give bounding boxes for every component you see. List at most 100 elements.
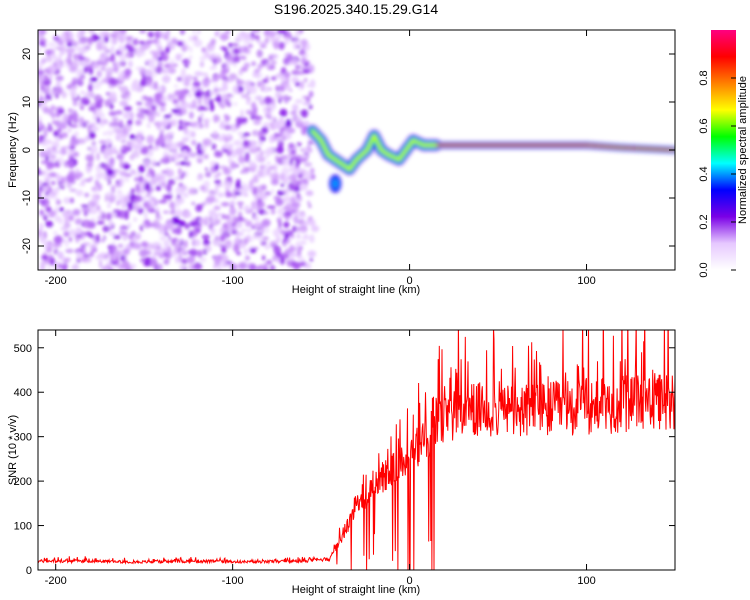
noise-speckle [119, 100, 128, 107]
noise-speckle [80, 90, 85, 95]
noise-speckle [231, 229, 238, 235]
noise-speckle [214, 214, 218, 219]
noise-speckle [70, 231, 77, 238]
noise-speckle [64, 63, 71, 68]
noise-speckle [213, 174, 220, 179]
noise-speckle [208, 209, 217, 217]
noise-speckle [127, 205, 131, 211]
noise-speckle [196, 142, 203, 152]
ridge-segment [398, 149, 407, 161]
noise-speckle [280, 191, 287, 195]
noise-speckle [69, 145, 76, 151]
noise-speckle [208, 223, 214, 230]
noise-speckle [285, 78, 290, 83]
noise-speckle [222, 143, 230, 148]
noise-speckle [136, 111, 145, 119]
noise-speckle [248, 43, 253, 49]
noise-speckle [50, 105, 58, 112]
noise-speckle [243, 46, 249, 52]
snr-plot-area [38, 330, 675, 570]
noise-speckle [116, 34, 124, 41]
noise-speckle [228, 156, 233, 164]
noise-speckle [202, 138, 209, 147]
noise-speckle [283, 30, 287, 37]
noise-speckle [53, 230, 58, 235]
noise-speckle [209, 55, 215, 59]
noise-speckle [238, 220, 243, 229]
noise-speckle [277, 207, 285, 212]
noise-speckle [158, 263, 163, 270]
noise-speckle [61, 91, 67, 99]
noise-speckle [164, 194, 173, 199]
noise-speckle [151, 145, 160, 151]
noise-speckle [289, 110, 297, 116]
noise-speckle [67, 53, 73, 58]
noise-speckle [135, 183, 140, 192]
noise-speckle [69, 89, 77, 97]
noise-speckle [296, 254, 303, 261]
noise-speckle [221, 245, 227, 254]
noise-speckle [75, 189, 84, 197]
noise-speckle [299, 240, 307, 245]
noise-speckle [89, 176, 93, 180]
noise-speckle [276, 145, 284, 154]
noise-speckle [304, 77, 308, 83]
noise-speckle [133, 217, 137, 222]
noise-speckle [285, 118, 292, 128]
noise-speckle [209, 161, 217, 166]
noise-speckle [38, 167, 41, 176]
noise-speckle [86, 64, 94, 69]
noise-speckle [77, 81, 84, 87]
ridge-segment [586, 144, 623, 149]
noise-speckle [93, 197, 99, 205]
noise-speckle [156, 56, 163, 62]
noise-speckle [300, 154, 308, 159]
noise-speckle [197, 249, 203, 259]
noise-speckle [289, 158, 293, 166]
noise-speckle [161, 103, 165, 107]
noise-speckle [249, 140, 256, 145]
noise-speckle [149, 258, 158, 268]
noise-speckle [137, 207, 144, 215]
noise-speckle [158, 199, 168, 204]
noise-speckle [46, 193, 55, 199]
noise-speckle [275, 85, 281, 92]
noise-speckle [214, 186, 219, 195]
noise-speckle [228, 42, 233, 48]
noise-speckle [218, 136, 224, 142]
noise-speckle [54, 57, 60, 63]
noise-speckle [56, 86, 63, 95]
noise-speckle [233, 101, 238, 107]
noise-speckle [235, 183, 240, 188]
noise-speckle [174, 239, 182, 244]
noise-speckle [148, 144, 153, 150]
noise-speckle [175, 209, 183, 218]
noise-speckle [192, 30, 196, 34]
noise-speckle [53, 196, 59, 202]
noise-speckle [95, 233, 100, 243]
noise-speckle [178, 124, 183, 131]
noise-speckle [54, 215, 62, 223]
noise-speckle [251, 101, 257, 110]
noise-speckle [152, 241, 162, 247]
noise-speckle [136, 101, 143, 106]
noise-speckle [69, 197, 75, 204]
x-tick-label: 0 [407, 275, 413, 287]
noise-speckle [62, 211, 71, 218]
noise-speckle [39, 209, 44, 215]
noise-speckle [56, 61, 63, 70]
noise-speckle [116, 191, 125, 200]
noise-speckle [239, 238, 243, 243]
noise-speckle [183, 252, 187, 256]
noise-speckle [239, 135, 248, 140]
noise-speckle [83, 253, 91, 258]
noise-speckle [132, 236, 137, 243]
noise-speckle [159, 236, 167, 241]
noise-speckle [284, 248, 293, 255]
noise-speckle [252, 203, 257, 211]
noise-speckle [292, 225, 297, 233]
noise-speckle [69, 188, 77, 192]
noise-speckle [128, 60, 133, 68]
noise-speckle [247, 160, 256, 167]
